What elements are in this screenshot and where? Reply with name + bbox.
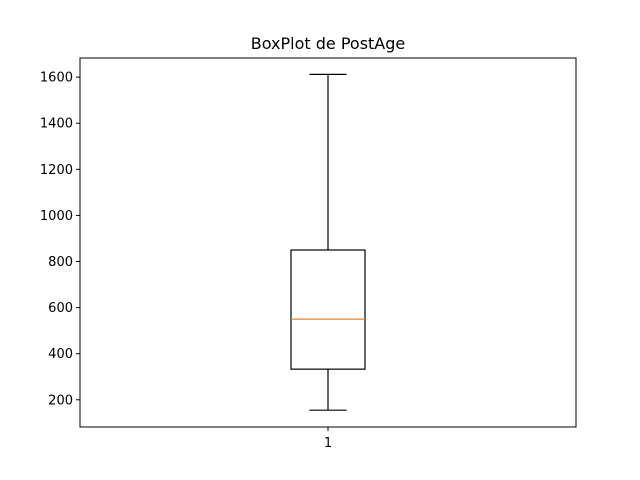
plot-area: 200 400 600 800 1000 1200 1400 1600 1: [40, 57, 577, 451]
y-tick-label: 400: [48, 347, 73, 362]
x-tick-label: 1: [324, 436, 332, 451]
y-tick-label: 800: [48, 255, 73, 270]
y-tick-label: 1600: [40, 71, 73, 86]
y-tick-label: 200: [48, 393, 73, 408]
chart-title: BoxPlot de PostAge: [251, 34, 406, 53]
y-tick-label: 1400: [40, 117, 73, 132]
y-axis: 200 400 600 800 1000 1200 1400 1600: [40, 71, 80, 408]
box-series: [290, 73, 366, 411]
box-iqr: [290, 249, 366, 370]
box-item: [290, 73, 366, 411]
y-tick-label: 1200: [40, 163, 73, 178]
y-tick-label: 1000: [40, 209, 73, 224]
x-axis: 1: [324, 427, 332, 451]
y-tick-label: 600: [48, 301, 73, 316]
